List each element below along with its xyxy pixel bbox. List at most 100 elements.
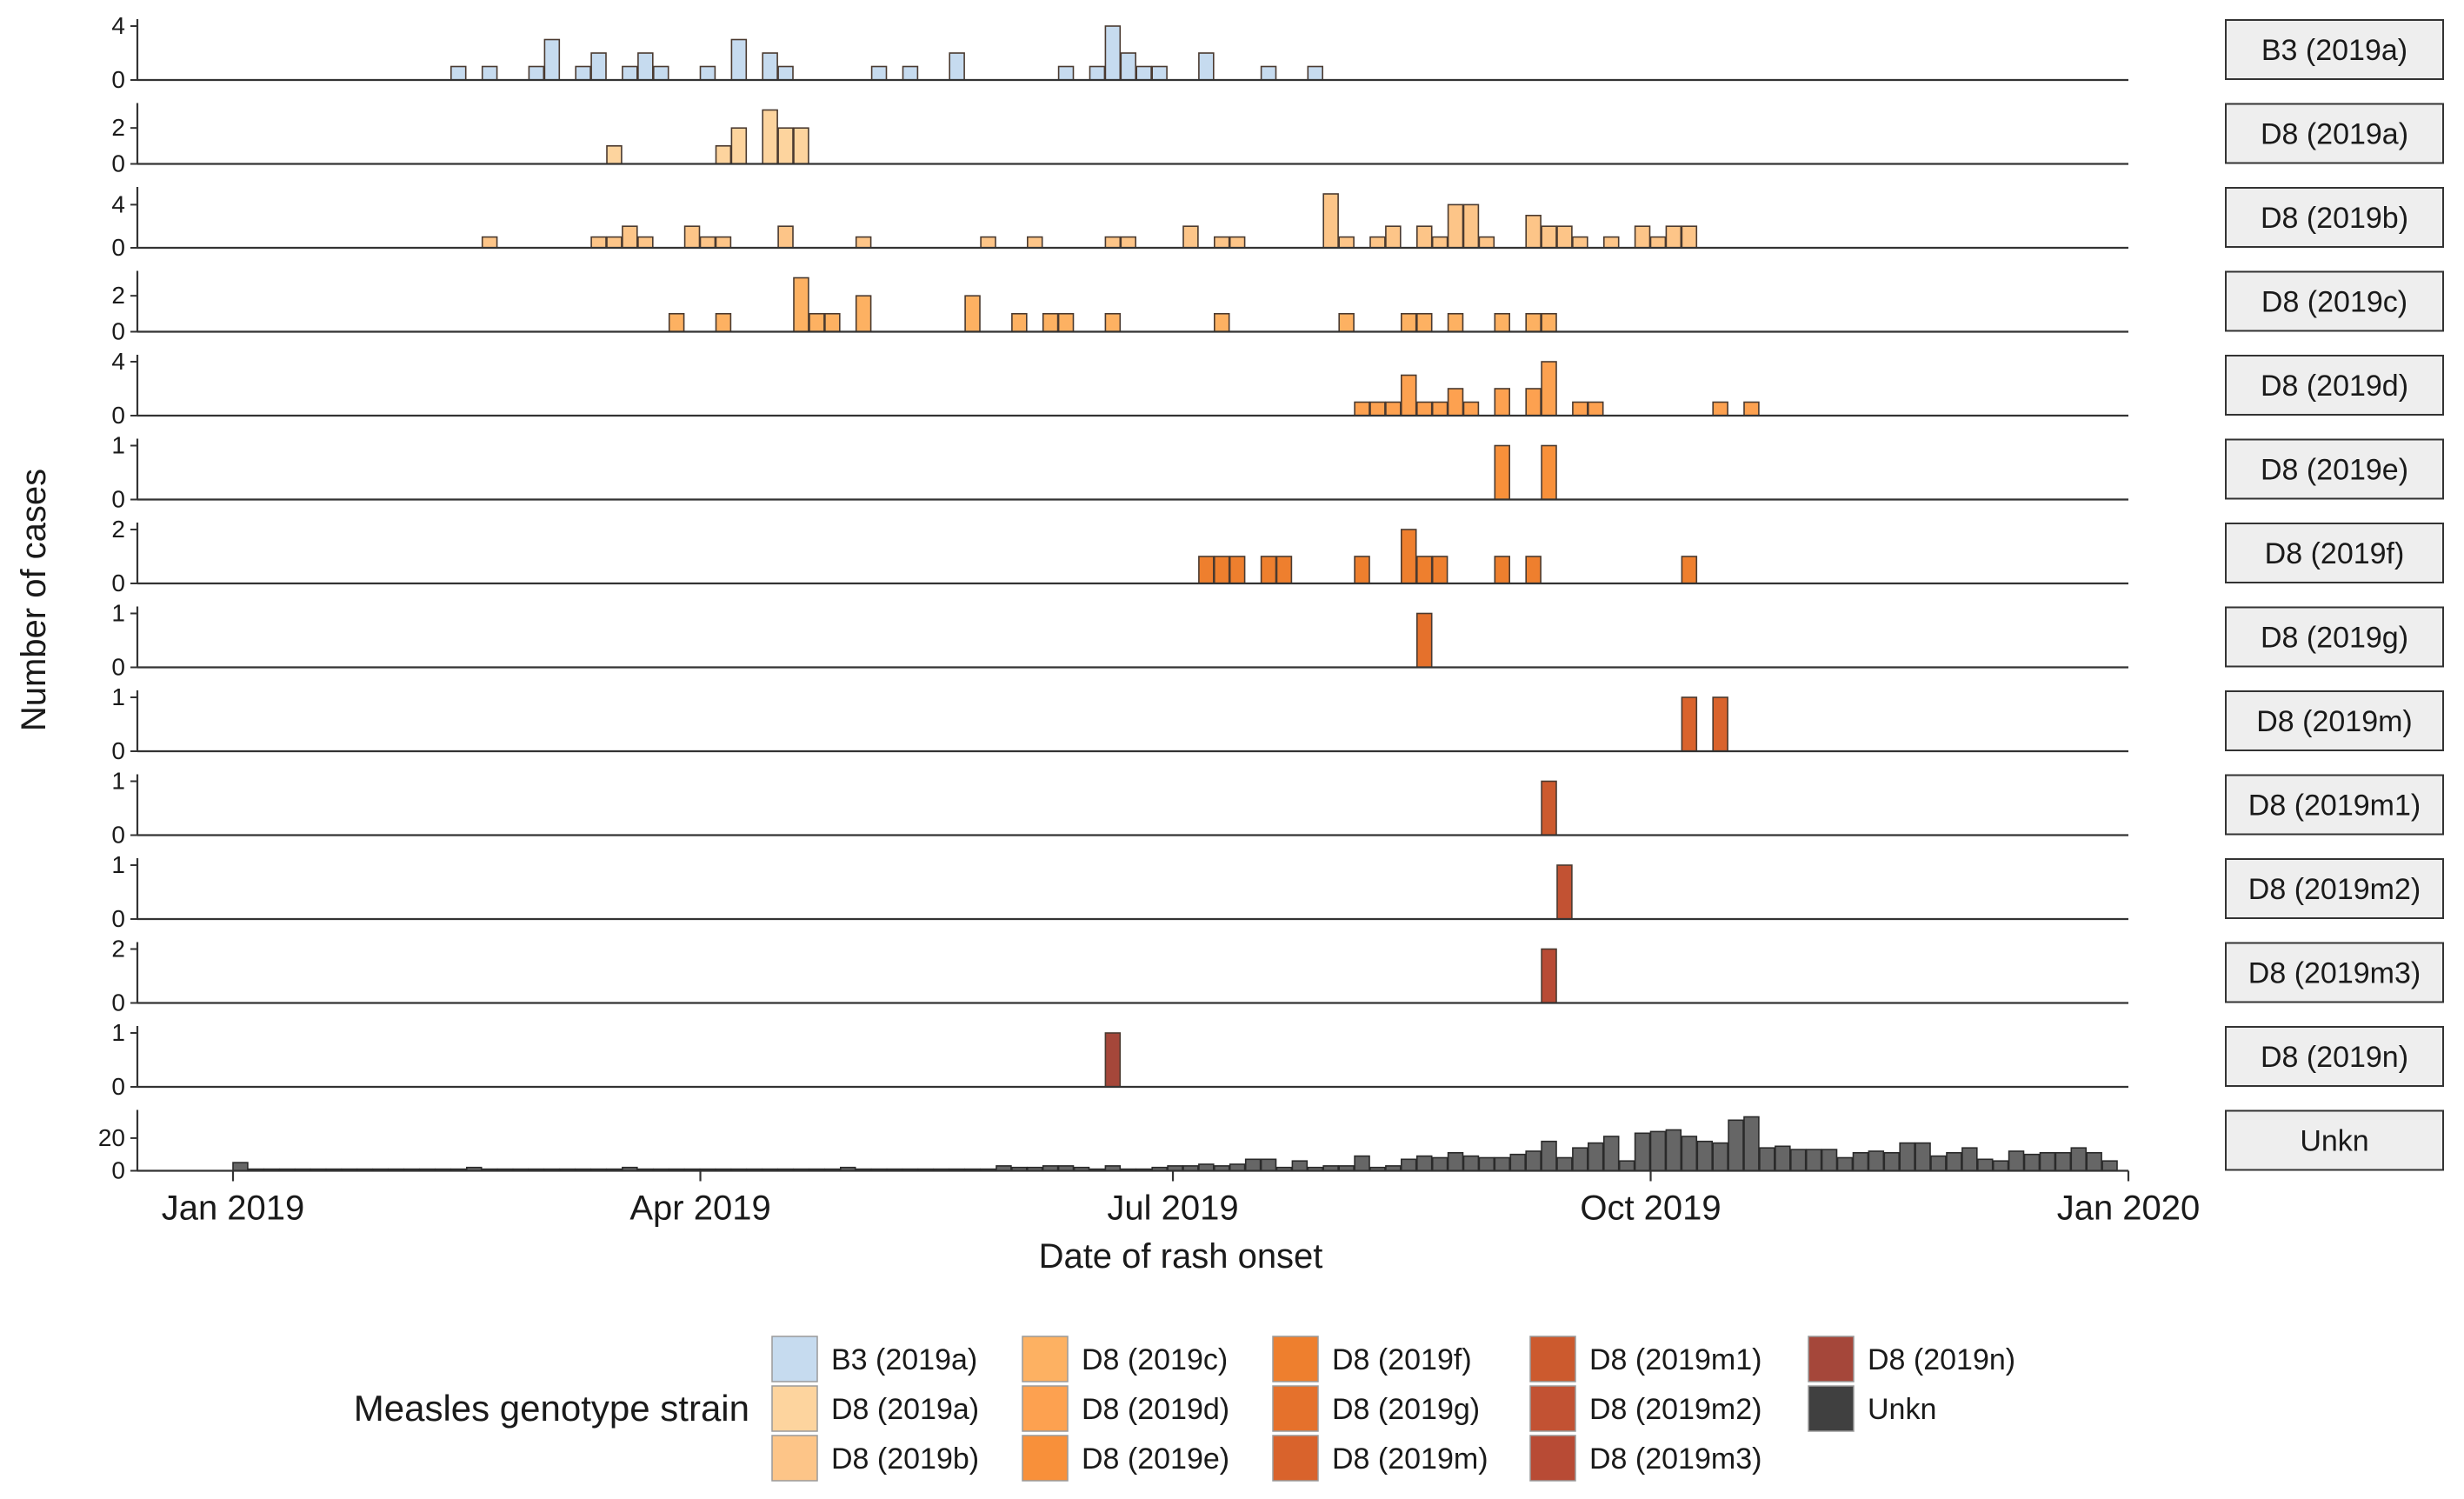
strip-box-d8-2019m [2225,690,2444,751]
y-tick-label: 0 [111,150,125,177]
y-tick-label: 2 [111,936,125,963]
y-tick-label: 1 [111,851,125,878]
x-tick-label: Jul 2019 [1107,1189,1238,1228]
strip-box-d8-2019d [2225,355,2444,416]
bar-unkn [1930,1155,1947,1172]
strip-label: B3 (2019a) [2261,34,2407,67]
bar-d8-2019f [1354,556,1370,584]
strip-box-d8-2019f [2225,523,2444,583]
legend-label-d8-2019m2: D8 (2019m2) [1589,1393,1761,1426]
bar-d8-2019n [1104,1032,1122,1088]
legend-key-d8-2019e [1022,1435,1069,1482]
bar-d8-2019b [1214,236,1230,249]
bar-d8-2019b [1369,236,1386,249]
legend-key-unkn [1808,1385,1855,1432]
bar-d8-2019b [1416,225,1433,249]
y-tick-label: 0 [111,654,125,681]
strip-label: D8 (2019m) [2256,705,2413,738]
bar-d8-2019b [855,236,872,249]
bar-unkn [1603,1136,1620,1172]
legend-key-d8-2019d [1022,1385,1069,1432]
y-tick-label: 0 [111,234,125,261]
legend-label-d8-2019c: D8 (2019c) [1082,1343,1228,1376]
bar-d8-2019d [1588,401,1604,416]
x-tick-label: Jan 2019 [162,1189,305,1228]
panel-d8-2019m2: 0 1 D8 (2019m2) [111,851,2444,932]
bar-d8-2019b [777,225,794,249]
y-tick-label: 20 [98,1124,125,1151]
bar-b3-2019a [1151,65,1168,81]
bar-unkn [2023,1153,2041,1172]
panel-d8-2019b: 0 4 D8 (2019b) [111,187,2444,261]
bar-unkn [1416,1155,1433,1172]
panel-d8-2019n: 0 1 D8 (2019n) [111,1019,2444,1100]
strip-box-d8-2019a [2225,103,2444,164]
bar-unkn [1572,1147,1588,1172]
bar-unkn [1229,1163,1246,1172]
bar-unkn [1899,1142,1915,1172]
y-tick-label: 1 [111,432,125,459]
bar-b3-2019a [528,65,545,81]
y-tick-label: 0 [111,570,125,596]
legend-key-d8-2019m2 [1529,1385,1576,1432]
bar-d8-2019d [1572,401,1588,416]
y-tick-label: 1 [111,600,125,627]
bar-unkn [1946,1152,1962,1172]
bar-unkn [1260,1158,1277,1172]
bar-d8-2019c [1057,312,1075,333]
legend-label-d8-2019n: D8 (2019n) [1868,1343,2015,1376]
bar-d8-2019b [590,236,607,249]
bar-d8-2019b [699,236,716,249]
y-tick-label: 1 [111,768,125,795]
bar-d8-2019a [730,127,748,165]
bar-unkn [1868,1150,1885,1172]
bar-d8-2019f [1525,556,1542,584]
legend-label-d8-2019b: D8 (2019b) [831,1442,979,1476]
bar-d8-2019d [1743,401,1760,416]
bar-d8-2019b [1634,225,1651,249]
y-tick-label: 2 [111,282,125,309]
bar-b3-2019a [1198,52,1215,81]
strip-box-d8-2019c [2225,270,2444,332]
bar-d8-2019b [1027,236,1043,249]
legend-key-d8-2019a [771,1385,818,1432]
bar-unkn [1852,1152,1869,1172]
bar-d8-2019e [1541,444,1557,501]
bar-d8-2019b [1572,236,1588,249]
legend-key-d8-2019n [1808,1336,1855,1382]
bar-d8-2019d [1354,401,1370,416]
strip-box-unkn [2225,1109,2444,1171]
bar-d8-2019d [1712,401,1728,416]
bar-d8-2019m [1712,696,1728,752]
strip-box-d8-2019m2 [2225,858,2444,919]
legend-label-d8-2019g: D8 (2019g) [1332,1393,1480,1426]
bar-d8-2019f [1431,556,1448,584]
bar-b3-2019a [902,65,919,81]
bar-d8-2019c [1104,312,1122,333]
panel-d8-2019g: 0 1 D8 (2019g) [111,600,2444,681]
legend-label-d8-2019m: D8 (2019m) [1332,1442,1488,1476]
legend-label-d8-2019a: D8 (2019a) [831,1393,979,1426]
y-tick-label: 0 [111,318,125,345]
y-axis-title: Number of cases [15,469,53,731]
bar-unkn [1883,1152,1901,1172]
bar-d8-2019c [964,295,981,333]
bar-d8-2019c [1401,312,1417,333]
bar-d8-2019a [606,145,623,165]
bar-d8-2019b [481,236,498,249]
legend-key-d8-2019m1 [1529,1336,1576,1382]
bar-b3-2019a [575,65,591,81]
bar-d8-2019b [1120,236,1137,249]
strip-label: D8 (2019n) [2261,1041,2408,1074]
bar-unkn [1821,1149,1838,1172]
bar-d8-2019d [1447,388,1464,416]
bar-b3-2019a [949,52,965,81]
bar-d8-2019b [683,225,701,249]
bar-d8-2019e [1494,444,1511,501]
bar-d8-2019c [668,312,685,333]
bar-b3-2019a [543,38,561,81]
bar-unkn [1649,1130,1667,1172]
bar-d8-2019b [622,225,638,249]
bar-d8-2019b [1665,225,1682,249]
